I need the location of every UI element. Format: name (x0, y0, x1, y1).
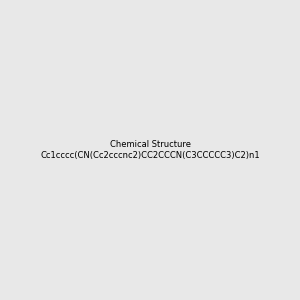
Text: Chemical Structure
Cc1cccc(CN(Cc2cccnc2)CC2CCCN(C3CCCCC3)C2)n1: Chemical Structure Cc1cccc(CN(Cc2cccnc2)… (40, 140, 260, 160)
